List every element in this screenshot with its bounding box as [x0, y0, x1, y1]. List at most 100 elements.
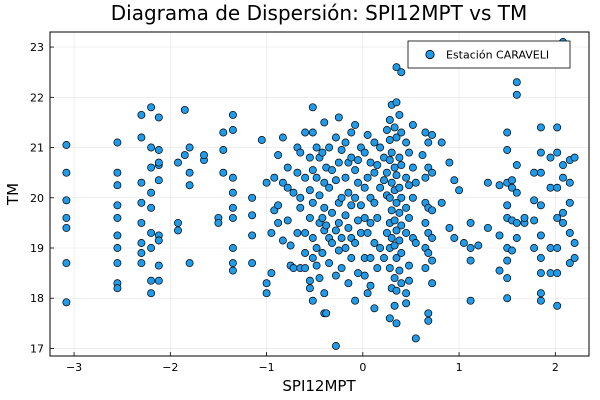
data-point	[363, 228, 372, 237]
data-point	[508, 246, 516, 255]
y-tick-label: 18	[30, 292, 44, 305]
data-point	[553, 301, 562, 310]
data-point	[392, 286, 401, 295]
data-point	[347, 153, 356, 162]
data-point	[553, 183, 562, 192]
data-point	[283, 183, 292, 192]
data-point	[402, 228, 411, 237]
data-point	[366, 218, 375, 227]
data-point	[305, 276, 314, 285]
data-point	[408, 193, 417, 202]
data-point	[397, 221, 406, 230]
data-point	[219, 146, 228, 154]
data-point	[363, 173, 372, 182]
data-point	[270, 173, 279, 182]
data-point	[390, 163, 399, 172]
data-point	[331, 342, 340, 350]
data-point	[512, 234, 521, 242]
data-point	[318, 148, 327, 157]
data-point	[450, 176, 459, 185]
data-point	[305, 186, 314, 195]
data-point	[503, 128, 512, 137]
legend: Estación CARAVELI	[407, 40, 571, 69]
data-point	[428, 206, 437, 215]
data-point	[262, 178, 271, 187]
data-point	[380, 176, 388, 185]
data-point	[147, 228, 156, 237]
data-point	[380, 254, 388, 262]
data-point	[320, 203, 329, 212]
data-point	[366, 254, 375, 262]
data-point	[387, 178, 396, 187]
data-point	[137, 239, 146, 247]
data-point	[147, 289, 156, 298]
data-point	[147, 276, 156, 285]
data-point	[503, 294, 512, 303]
scatter-points	[62, 38, 579, 350]
data-point	[428, 168, 437, 177]
data-point	[565, 198, 574, 207]
data-point	[308, 103, 317, 112]
data-point	[62, 196, 71, 205]
data-point	[397, 161, 406, 170]
x-tick-label: 1	[456, 361, 463, 374]
data-point	[405, 181, 413, 190]
data-point	[387, 206, 396, 215]
data-point	[565, 228, 574, 237]
data-point	[62, 213, 71, 222]
data-point	[113, 201, 122, 210]
data-point	[530, 244, 539, 252]
data-point	[408, 163, 417, 172]
data-point	[341, 138, 350, 147]
data-point	[200, 151, 208, 160]
data-point	[293, 228, 302, 237]
data-point	[328, 166, 336, 175]
data-point	[154, 158, 163, 167]
y-tick-label: 23	[30, 41, 44, 54]
data-point	[219, 168, 228, 177]
data-point	[570, 254, 579, 262]
data-point	[62, 168, 71, 177]
data-point	[520, 213, 529, 222]
data-point	[536, 123, 545, 132]
data-point	[397, 249, 406, 257]
data-point	[228, 203, 237, 212]
data-point	[395, 208, 404, 217]
data-point	[322, 221, 331, 230]
data-point	[308, 234, 317, 242]
data-point	[283, 163, 292, 172]
data-point	[387, 148, 396, 157]
data-point	[402, 203, 411, 212]
data-point	[402, 138, 411, 147]
data-point	[370, 168, 379, 177]
data-point	[402, 173, 411, 182]
data-point	[296, 203, 305, 212]
data-point	[262, 279, 271, 288]
data-point	[395, 153, 404, 162]
data-point	[363, 289, 372, 298]
data-point	[137, 249, 146, 257]
data-point	[228, 173, 237, 182]
data-point	[308, 254, 317, 262]
data-point	[565, 259, 574, 268]
data-point	[387, 234, 396, 242]
data-point	[495, 231, 504, 240]
data-point	[392, 133, 401, 142]
data-point	[337, 146, 346, 154]
data-point	[385, 264, 394, 273]
data-point	[315, 191, 324, 200]
data-point	[424, 249, 433, 257]
data-point	[385, 156, 394, 165]
data-point	[390, 301, 399, 310]
data-point	[312, 261, 321, 270]
y-tick-label: 21	[30, 142, 44, 155]
data-point	[437, 198, 446, 207]
data-point	[382, 126, 391, 134]
data-point	[337, 193, 346, 202]
data-point	[228, 259, 237, 268]
data-point	[366, 281, 375, 290]
data-point	[385, 193, 394, 202]
data-point	[363, 131, 372, 139]
data-point	[318, 213, 327, 222]
y-tick-label: 17	[30, 342, 44, 355]
